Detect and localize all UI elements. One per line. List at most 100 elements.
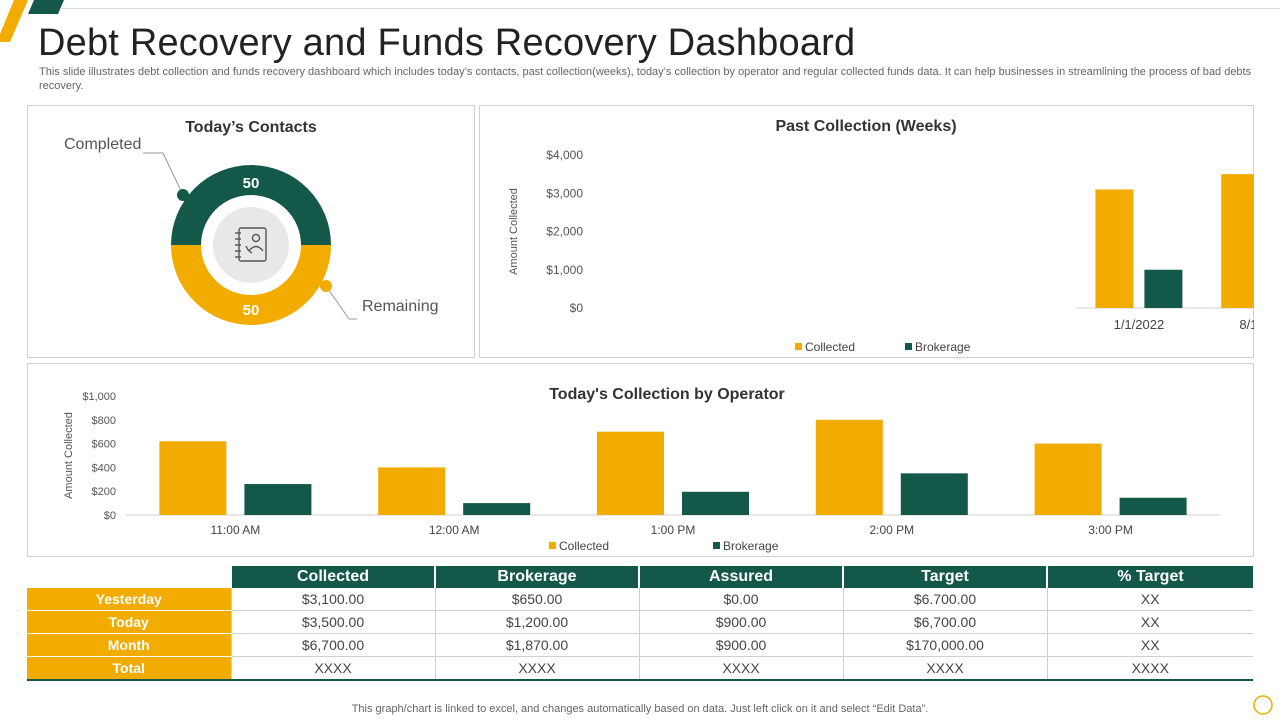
y-axis-label: Amount Collected: [63, 412, 75, 499]
completed-value-label: 50: [243, 175, 260, 192]
y-axis-label: Amount Collected: [508, 188, 520, 275]
x-tick-label: 1:00 PM: [651, 523, 696, 537]
legend-label-brokerage: Brokerage: [915, 340, 971, 354]
operator-collection-chart: Today's Collection by Operator Amount Col…: [63, 386, 1220, 553]
bar-collected: [597, 431, 664, 515]
table-cell: $900.00: [638, 610, 843, 634]
contacts-title: Today’s Contacts: [185, 119, 317, 136]
table-cell: XXXX: [1046, 656, 1253, 681]
y-tick-label: $0: [570, 301, 584, 315]
legend-swatch-brokerage: [713, 542, 720, 549]
bar-brokerage: [1144, 269, 1183, 308]
bar-brokerage: [244, 484, 312, 515]
x-tick-label: 11:00 AM: [210, 523, 260, 537]
table-cell: XXXX: [230, 656, 435, 681]
col-header-percent-target: % Target: [1046, 566, 1253, 588]
table-cell: $6,700.00: [842, 610, 1047, 634]
brand-stripes-icon: [0, 0, 64, 42]
donut-slice-remaining: [171, 245, 331, 325]
bar-brokerage: [463, 503, 531, 515]
table-row: Total XXXX XXXX XXXX XXXX XXXX: [27, 656, 1253, 681]
completed-marker-dot: [177, 189, 189, 201]
table-cell: XXXX: [434, 656, 639, 681]
donut-center-disc: [213, 207, 289, 283]
y-tick-label: $200: [92, 486, 116, 498]
row-label-yesterday: Yesterday: [27, 588, 231, 611]
table-cell: $3,500.00: [230, 610, 435, 634]
y-tick-label: $2,000: [546, 225, 583, 239]
table-cell: XX: [1046, 633, 1253, 657]
remaining-value-label: 50: [243, 302, 260, 319]
top-rule: [60, 8, 1280, 9]
y-tick-label: $600: [92, 439, 116, 451]
footer-note: This graph/chart is linked to excel, and…: [351, 703, 929, 715]
completed-label: Completed: [64, 136, 142, 153]
y-tick-label: $0: [104, 510, 116, 522]
bar-collected: [1095, 189, 1134, 308]
x-tick-label: 8/1/2022: [1239, 317, 1254, 332]
table-cell: $0.00: [638, 588, 843, 611]
remaining-label: Remaining: [362, 298, 439, 315]
bar-brokerage: [900, 473, 968, 515]
y-tick-label: $800: [92, 415, 116, 427]
legend-label-collected: Collected: [805, 340, 855, 354]
table-row: Today $3,500.00 $1,200.00 $900.00 $6,700…: [27, 610, 1253, 634]
remaining-marker-dot: [320, 280, 332, 292]
x-tick-label: 3:00 PM: [1088, 523, 1133, 537]
table-cell: $900.00: [638, 633, 843, 657]
bar-collected: [815, 419, 883, 515]
past-collection-chart: Past Collection (Weeks) Amount Collected $…: [508, 118, 1254, 354]
x-tick-label: 12:00 AM: [429, 523, 480, 537]
y-tick-label: $1,000: [82, 391, 116, 403]
legend-swatch-collected: [795, 343, 802, 350]
donut-slice-completed: [171, 165, 331, 245]
table-row: Yesterday $3,100.00 $650.00 $0.00 $6.700…: [27, 588, 1253, 611]
legend-swatch-brokerage: [905, 343, 912, 350]
bar-brokerage: [1119, 497, 1187, 515]
row-label-today: Today: [27, 610, 231, 634]
y-tick-label: $3,000: [546, 186, 583, 200]
row-label-total: Total: [27, 656, 231, 681]
table-cell: $3,100.00: [230, 588, 435, 611]
chart-title: Past Collection (Weeks): [775, 118, 956, 135]
table-corner: [27, 566, 231, 588]
table-cell: XX: [1046, 588, 1253, 611]
col-header-assured: Assured: [638, 566, 843, 588]
bar-collected: [1221, 174, 1254, 308]
table-cell: $1,870.00: [434, 633, 639, 657]
legend-swatch-collected: [549, 542, 556, 549]
x-tick-label: 1/1/2022: [1114, 317, 1165, 332]
table-header-row: Collected Brokerage Assured Target % Tar…: [27, 566, 1253, 588]
y-tick-label: $4,000: [546, 148, 583, 162]
bar-collected: [378, 467, 446, 515]
table-cell: $1,200.00: [434, 610, 639, 634]
contacts-donut-chart: 50 50: [143, 152, 357, 325]
col-header-target: Target: [842, 566, 1047, 588]
y-tick-label: $1,000: [546, 263, 583, 277]
y-tick-label: $400: [92, 462, 116, 474]
legend-label-brokerage: Brokerage: [723, 539, 779, 553]
bar-collected: [1034, 443, 1102, 515]
table-cell: XX: [1046, 610, 1253, 634]
table-cell: XXXX: [638, 656, 843, 681]
remaining-leader-line: [325, 285, 357, 320]
legend-label-collected: Collected: [559, 539, 609, 553]
x-tick-label: 2:00 PM: [869, 523, 914, 537]
contact-book-icon: [235, 227, 267, 262]
table-cell: XXXX: [842, 656, 1047, 681]
table-cell: $6,700.00: [230, 633, 435, 657]
table-cell: $170,000.00: [842, 633, 1047, 657]
bar-brokerage: [682, 491, 749, 515]
chart-title: Today's Collection by Operator: [549, 386, 785, 403]
bar-collected: [159, 441, 227, 515]
col-header-collected: Collected: [230, 566, 435, 588]
page-subtitle: This slide illustrates debt collection a…: [39, 66, 1252, 92]
funds-summary-table: Collected Brokerage Assured Target % Tar…: [27, 566, 1253, 681]
row-label-month: Month: [27, 633, 231, 657]
table-cell: $6.700.00: [842, 588, 1047, 611]
corner-circle-icon: [1253, 695, 1273, 715]
table-row: Month $6,700.00 $1,870.00 $900.00 $170,0…: [27, 633, 1253, 657]
page-title: Debt Recovery and Funds Recovery Dashboa…: [38, 22, 856, 64]
table-cell: $650.00: [434, 588, 639, 611]
col-header-brokerage: Brokerage: [434, 566, 639, 588]
